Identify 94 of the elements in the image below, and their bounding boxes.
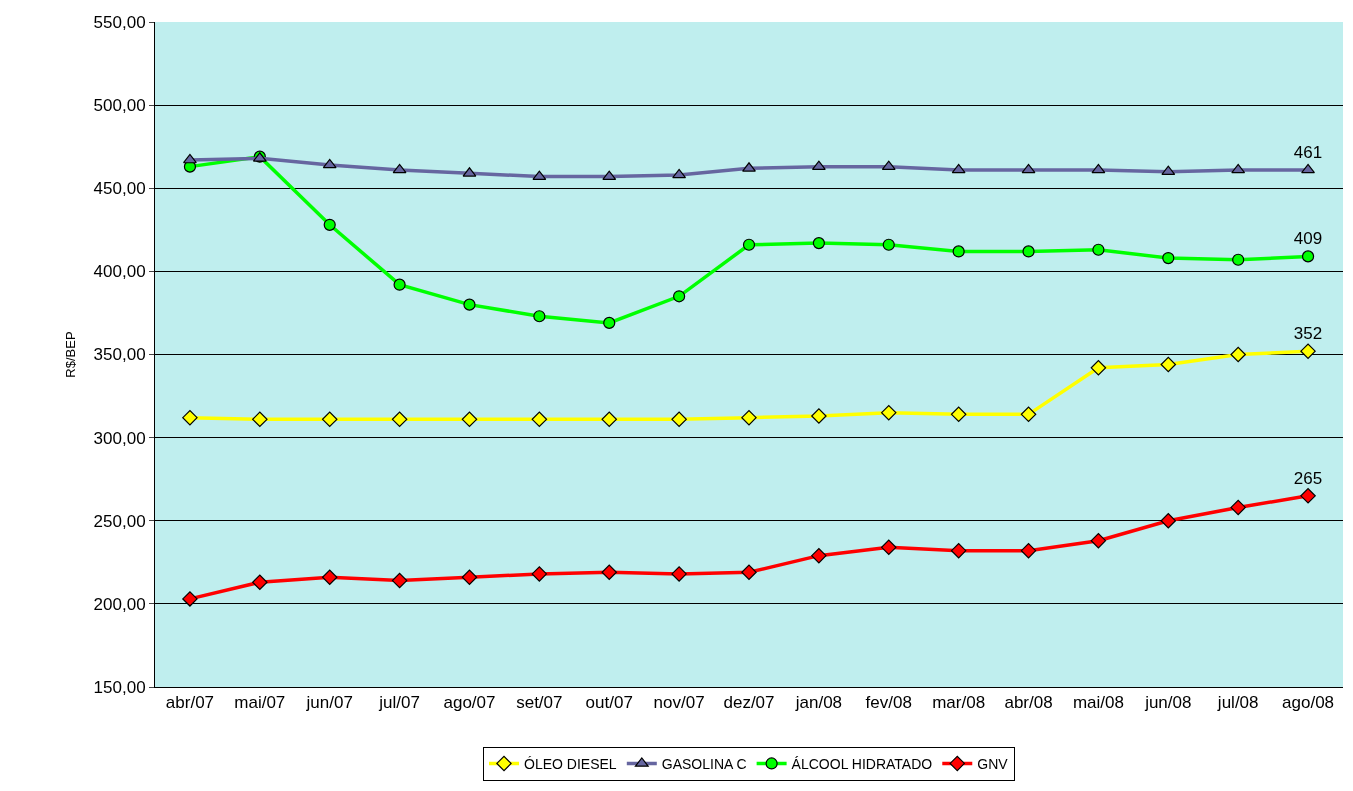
point	[1160, 356, 1177, 373]
point	[391, 572, 408, 589]
point	[1231, 163, 1246, 174]
point	[741, 409, 757, 426]
point	[881, 404, 897, 421]
point	[391, 411, 408, 428]
legend-label: GASOLINA C	[661, 755, 747, 772]
point	[182, 153, 197, 164]
point	[322, 158, 337, 169]
point	[671, 566, 687, 582]
point	[321, 569, 338, 586]
y-tick-label: 350,00	[93, 345, 146, 365]
point	[182, 409, 198, 426]
legend-label: GNV	[977, 755, 1009, 772]
point	[461, 411, 478, 428]
point	[1230, 346, 1246, 363]
point	[811, 408, 827, 424]
x-tick-label: nov/07	[653, 693, 705, 713]
x-tick-label: jul/07	[378, 693, 420, 713]
x-tick-label: mar/08	[932, 693, 986, 713]
point	[323, 218, 336, 231]
point	[741, 564, 757, 581]
data-label: 352	[1293, 324, 1323, 344]
x-tick-label: out/07	[585, 693, 633, 713]
data-label: 409	[1293, 229, 1323, 249]
point	[1160, 513, 1177, 529]
point	[742, 162, 756, 172]
point	[1162, 251, 1175, 265]
point	[182, 591, 198, 607]
point	[1091, 163, 1106, 174]
point	[1090, 360, 1107, 376]
x-tick-label: fev/08	[865, 693, 912, 713]
y-tick-label: 400,00	[93, 262, 146, 282]
point	[531, 566, 548, 582]
point	[601, 564, 617, 581]
point	[881, 539, 897, 556]
y-tick-label: 550,00	[93, 12, 146, 32]
point	[1301, 250, 1315, 263]
point	[463, 298, 476, 311]
x-tick-label: jan/08	[794, 693, 843, 713]
point	[1230, 499, 1246, 516]
point	[393, 278, 406, 291]
legend-label: ÓLEO DIESEL	[524, 755, 617, 772]
point	[252, 411, 268, 428]
point	[1300, 343, 1316, 359]
x-tick-label: abr/07	[165, 693, 215, 713]
point	[392, 163, 407, 174]
y-tick-label: 150,00	[93, 677, 146, 697]
y-axis-title: R$/BEP	[62, 331, 78, 378]
point	[951, 163, 966, 174]
point	[1021, 163, 1036, 174]
point	[673, 290, 686, 303]
x-tick-label: jun/08	[1144, 693, 1192, 713]
x-tick-label: abr/08	[1004, 693, 1053, 713]
x-tick-label: jun/07	[305, 693, 353, 713]
point	[252, 574, 268, 591]
point	[1020, 542, 1037, 559]
point	[882, 238, 895, 251]
x-tick-label: ago/08	[1282, 693, 1335, 713]
data-label: 461	[1293, 142, 1323, 162]
point	[671, 411, 687, 428]
y-tick-label: 500,00	[93, 96, 146, 116]
y-tick-label: 200,00	[93, 594, 146, 614]
x-tick-label: mai/07	[234, 693, 286, 713]
point	[321, 411, 338, 428]
y-tick-label: 250,00	[93, 511, 146, 531]
point	[950, 406, 967, 423]
point	[1301, 163, 1316, 174]
point	[1092, 243, 1105, 256]
x-tick-label: ago/07	[443, 693, 496, 713]
point	[811, 547, 827, 564]
data-label: 265	[1293, 468, 1323, 488]
x-tick-label: set/07	[516, 693, 563, 713]
point	[603, 316, 616, 330]
point	[812, 237, 825, 250]
point	[533, 310, 546, 323]
point	[950, 542, 967, 559]
point	[672, 168, 687, 179]
x-tick-label: jul/08	[1216, 693, 1259, 713]
y-tick-label: 450,00	[93, 179, 146, 199]
point	[1090, 532, 1107, 549]
point	[1020, 406, 1037, 423]
point	[461, 569, 478, 586]
legend-label: ÁLCOOL HIDRATADO	[791, 755, 933, 772]
point	[1022, 245, 1035, 258]
x-tick-label: mai/08	[1072, 693, 1124, 713]
point	[1300, 488, 1316, 504]
point	[601, 411, 617, 428]
x-tick-label: dez/07	[723, 693, 775, 713]
point	[1232, 253, 1245, 266]
point	[531, 411, 548, 428]
point	[952, 245, 965, 258]
y-tick-label: 300,00	[93, 428, 146, 448]
point	[742, 238, 756, 251]
